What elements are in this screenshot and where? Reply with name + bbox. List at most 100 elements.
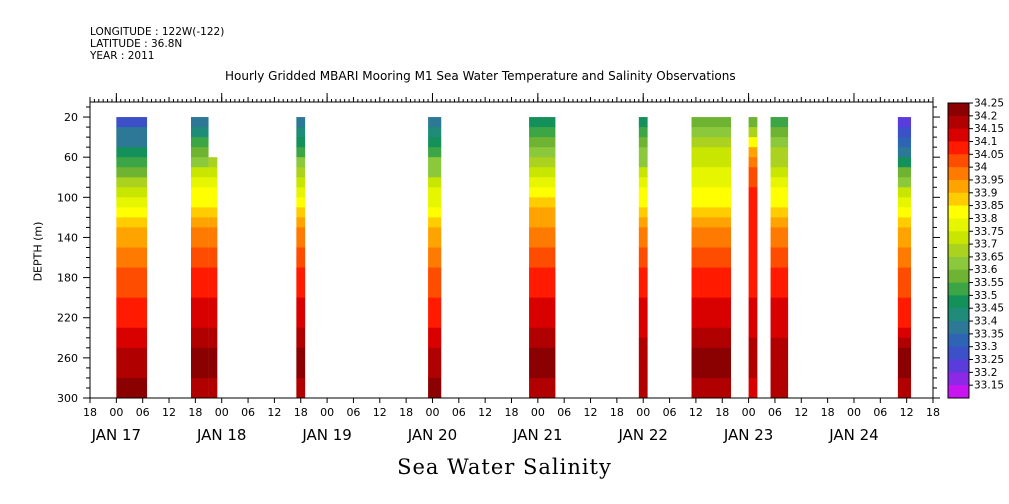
salinity-cell (190, 187, 209, 198)
salinity-cell (529, 307, 556, 319)
salinity-cell (296, 337, 306, 349)
salinity-cell (208, 357, 218, 369)
salinity-cell (116, 227, 148, 239)
colorbar-swatch (948, 103, 969, 117)
salinity-cell (748, 387, 758, 398)
salinity-cell (638, 157, 648, 168)
salinity-cell (190, 167, 209, 178)
salinity-cell (190, 247, 209, 259)
salinity-cell (428, 177, 442, 188)
salinity-cell (190, 307, 209, 319)
data-column-1 (190, 117, 209, 398)
salinity-cell (190, 257, 209, 269)
salinity-cell (529, 217, 556, 229)
salinity-cell (116, 217, 148, 229)
salinity-cell (296, 277, 306, 289)
salinity-cell (529, 117, 556, 128)
x-day-label: JAN 22 (617, 426, 668, 444)
data-column-6 (638, 117, 648, 398)
salinity-cell (691, 287, 732, 299)
salinity-cell (897, 317, 912, 329)
salinity-cell (691, 167, 732, 178)
colorbar-swatch (948, 218, 969, 232)
salinity-cell (428, 357, 442, 369)
salinity-cell (208, 197, 218, 208)
colorbar-label: 33.8 (974, 213, 997, 225)
salinity-cell (208, 327, 218, 339)
x-tick-label: 18 (821, 406, 835, 419)
salinity-cell (208, 317, 218, 329)
x-tick-label: 06 (663, 406, 677, 419)
salinity-cell (428, 337, 442, 349)
location-info: LONGITUDE : 122W(-122) LATITUDE : 36.8N … (90, 26, 224, 62)
salinity-cell (529, 337, 556, 349)
salinity-cell (208, 227, 218, 239)
x-tick-label: 18 (83, 406, 97, 419)
salinity-cell (190, 267, 209, 279)
salinity-cell (691, 317, 732, 329)
salinity-cell (116, 297, 148, 309)
salinity-cell (770, 247, 789, 259)
colorbar-label: 34.05 (974, 149, 1004, 161)
salinity-cell (296, 357, 306, 369)
salinity-cell (770, 117, 789, 128)
x-tick-label: 00 (320, 406, 334, 419)
salinity-cell (897, 287, 912, 299)
x-tick-label: 18 (505, 406, 519, 419)
salinity-cell (428, 317, 442, 329)
salinity-cell (208, 267, 218, 279)
colorbar: 34.2534.234.1534.134.053433.9533.933.853… (947, 98, 1004, 399)
year-label: YEAR : 2011 (90, 50, 155, 62)
colorbar-label: 33.6 (974, 264, 998, 276)
x-tick-label: 00 (636, 406, 650, 419)
salinity-cell (529, 277, 556, 289)
salinity-cell (190, 347, 209, 359)
salinity-cell (116, 207, 148, 218)
salinity-cell (897, 247, 912, 259)
colorbar-label: 34 (974, 162, 988, 174)
salinity-cell (208, 167, 218, 178)
salinity-cell (428, 147, 442, 158)
salinity-cell (691, 357, 732, 369)
salinity-cell (748, 237, 758, 249)
salinity-cell (296, 297, 306, 309)
salinity-cell (770, 187, 789, 198)
data-column-10 (897, 117, 912, 398)
salinity-cell (116, 347, 148, 359)
salinity-cell (208, 277, 218, 289)
x-tick-label: 06 (452, 406, 466, 419)
salinity-cell (770, 337, 789, 349)
salinity-cell (296, 237, 306, 249)
salinity-cell (296, 347, 306, 359)
salinity-cell (116, 257, 148, 269)
salinity-cell (748, 127, 758, 138)
salinity-cell (428, 257, 442, 269)
salinity-cell (116, 387, 148, 398)
y-tick-label: 220 (57, 312, 78, 325)
salinity-cell (748, 377, 758, 389)
salinity-cell (190, 177, 209, 188)
salinity-cell (897, 227, 912, 239)
salinity-cell (428, 167, 442, 178)
salinity-cell (638, 167, 648, 178)
salinity-cell (190, 237, 209, 249)
salinity-cell (428, 277, 442, 289)
salinity-cell (529, 387, 556, 398)
salinity-cell (770, 327, 789, 339)
salinity-cell (116, 367, 148, 379)
salinity-cell (770, 207, 789, 218)
x-tick-label: 00 (531, 406, 545, 419)
x-tick-label: 18 (926, 406, 940, 419)
x-tick-label: 00 (847, 406, 861, 419)
data-column-7 (691, 117, 732, 398)
salinity-cell (748, 117, 758, 128)
salinity-cell (296, 147, 306, 158)
colorbar-swatch (948, 333, 969, 348)
y-tick-label: 180 (57, 272, 78, 285)
colorbar-label: 33.5 (974, 290, 997, 302)
data-column-4 (428, 117, 442, 398)
salinity-cell (190, 147, 209, 158)
salinity-cell (190, 377, 209, 389)
salinity-cell (296, 247, 306, 259)
salinity-cell (296, 317, 306, 329)
